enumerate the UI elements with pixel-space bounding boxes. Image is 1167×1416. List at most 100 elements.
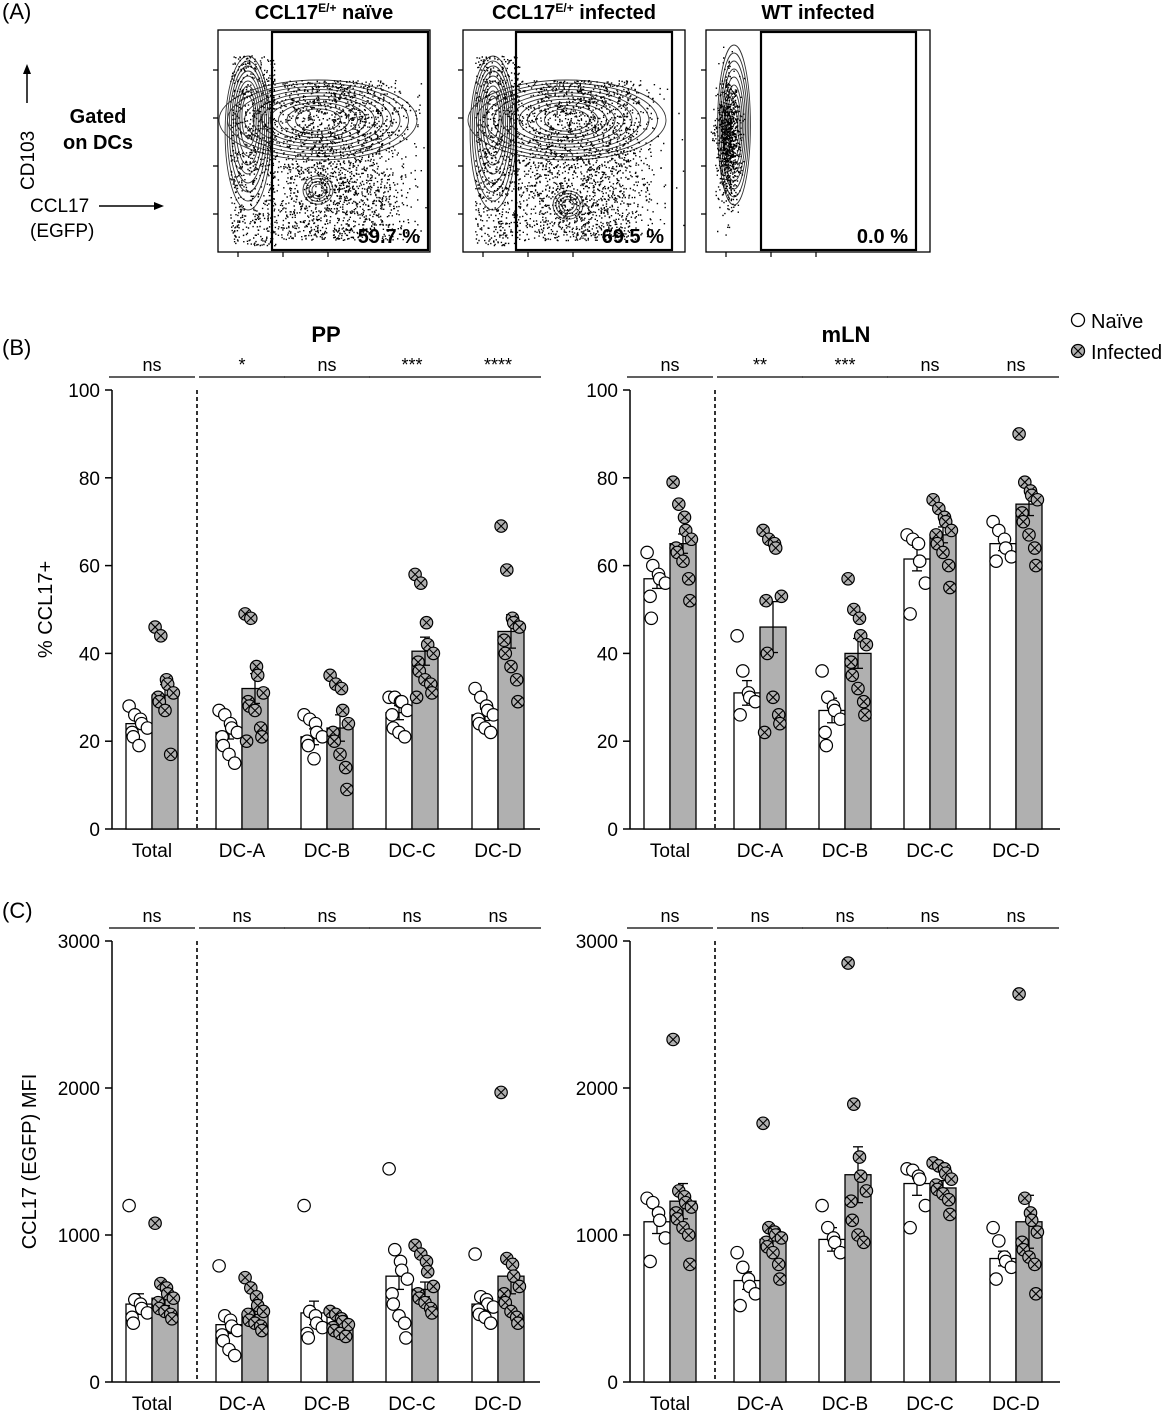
point-infected [1027,541,1042,555]
point-infected [846,1097,861,1111]
point-infected [1016,514,1031,529]
x-tick-label: Total [132,841,172,862]
category-dc-b: DC-B *** [802,355,888,862]
y-axis-label: CCL17 (EGFP) MFI [19,1074,41,1250]
legend: Naïve Infected [1070,311,1162,364]
y-tick-label: 0 [89,1373,100,1394]
x-tick-label: DC-D [474,1394,522,1411]
significance-label: ns [402,906,421,926]
significance-label: ns [660,355,679,375]
flow-gate [514,30,674,252]
y-tick-label: 20 [597,732,618,753]
point-infected [1030,492,1045,507]
point-naive [730,629,744,643]
point-infected [666,1032,680,1047]
point-naive [297,1198,311,1213]
significance-label: *** [834,355,855,375]
legend-infected-marker [1070,343,1086,359]
point-infected [859,1184,874,1198]
ccl17-label-line2: (EGFP) [30,221,94,242]
point-naive [818,725,832,740]
significance-label: ns [232,906,251,926]
point-infected [248,703,262,718]
point-naive [301,738,316,753]
chart-title: mLN [822,322,871,347]
point-naive [644,611,659,626]
point-infected [1018,1191,1032,1206]
x-tick-label: DC-A [737,841,784,862]
point-infected [774,1231,789,1245]
significance-label: ns [920,355,939,375]
point-infected [166,686,181,700]
ccl17-axis-marker: CCL17 (EGFP) [30,196,164,242]
point-infected [1029,558,1043,573]
significance-label: *** [401,355,422,375]
y-tick-label: 3000 [576,932,618,953]
point-infected [766,1245,780,1260]
significance-label: ns [1006,906,1025,926]
point-infected [255,730,269,744]
point-infected [419,1254,434,1269]
point-infected [852,611,867,626]
x-tick-label: Total [132,1394,172,1411]
bar-naive [818,1238,846,1383]
y-tick-label: 100 [68,381,100,402]
point-infected [856,694,871,709]
flow-axis-ticks [701,69,817,257]
point-infected [409,690,424,705]
point-infected [844,655,858,669]
point-infected [506,1269,521,1283]
point-infected [936,545,950,560]
point-naive [735,664,750,678]
flow-density [218,55,427,247]
gate-label-line2: on DCs [63,132,133,154]
point-infected [1027,1257,1042,1272]
point-infected [244,1281,258,1295]
point-infected [766,690,780,705]
point-infected [413,576,428,590]
point-infected [1029,1287,1043,1301]
point-infected [671,497,686,511]
category-total: Total ns [109,355,195,862]
y-tick-label: 80 [79,469,100,490]
point-naive [815,1198,829,1213]
category-dc-d: DC-D **** [455,355,541,862]
point-infected [497,633,511,648]
panel-c-label: (C) [2,898,33,923]
point-infected [165,1311,179,1326]
point-naive [903,1220,917,1235]
flow-gate [759,30,918,252]
significance-label: ns [488,906,507,926]
flow-gate-percent: 59.7 % [358,226,420,248]
significance-label: ns [750,906,769,926]
category-dc-d: DC-D ns [973,355,1059,862]
point-naive [400,1272,415,1286]
point-infected [852,1150,867,1164]
flow-plot-1: CCL17E/+ naïve 59.7 % [213,1,431,257]
point-infected [859,637,874,652]
significance-label: ns [142,355,161,375]
point-infected [338,760,353,775]
point-infected [511,694,525,709]
point-infected [154,629,168,643]
y-tick-label: 100 [586,381,618,402]
point-naive [903,607,917,621]
point-naive [227,756,242,770]
point-infected [256,1304,271,1319]
point-naive [468,1247,482,1261]
bar-charts: PP % CCL17+ 0 20 40 60 80 100 Total ns DC-A * DC-B ns… [19,322,1060,1415]
significance-label: * [238,355,245,375]
point-infected [505,1257,520,1272]
point-infected [327,734,342,748]
point-naive [730,1245,744,1260]
point-infected [845,1213,860,1228]
point-naive [815,664,829,678]
point-infected [166,1291,181,1306]
legend-item-infected: Infected [1070,342,1162,364]
point-infected [335,703,350,718]
point-infected [760,646,775,661]
x-tick-label: DC-A [737,1394,784,1411]
significance-label: **** [484,355,512,375]
point-infected [845,668,860,683]
